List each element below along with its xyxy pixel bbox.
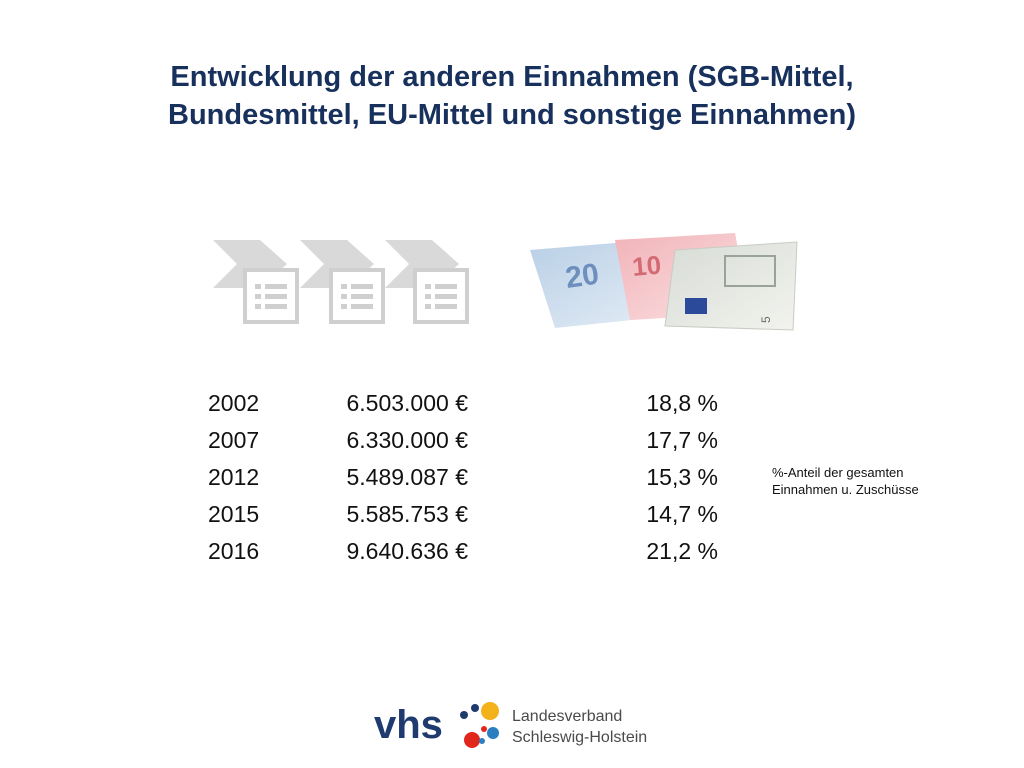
vhs-wordmark: vhs [374, 703, 443, 747]
year-cell: 2002 [208, 390, 260, 416]
percent-note: %-Anteil der gesamten Einnahmen u. Zusch… [772, 464, 919, 498]
process-documents-icon [213, 240, 469, 324]
table-row: 2016 9.640.636 € 21,2 % [0, 538, 1024, 574]
logo-line-1: Landesverband [512, 708, 623, 725]
title-line-1: Entwicklung der anderen Einnahmen (SGB-M… [170, 61, 854, 93]
document-list-icon [413, 268, 469, 324]
title-line-2: Bundesmittel, EU-Mittel und sonstige Ein… [168, 99, 856, 131]
logo-line-2: Schleswig-Holstein [512, 729, 648, 746]
table-row: 2015 5.585.753 € 14,7 % [0, 501, 1024, 537]
vhs-logo: vhs [374, 702, 499, 748]
table-row: 2002 6.503.000 € 18,8 % [0, 390, 1024, 426]
slide-title: Entwicklung der anderen Einnahmen (SGB-M… [0, 58, 1024, 134]
year-cell: 2016 [208, 538, 260, 564]
amount-cell: 6.503.000 € [346, 390, 468, 416]
logo-caption: Landesverband Schleswig-Holstein [512, 706, 647, 748]
document-list-icon [329, 268, 385, 324]
table-row: 2007 6.330.000 € 17,7 % [0, 427, 1024, 463]
note-line-2: Einnahmen u. Zuschüsse [772, 482, 919, 497]
year-cell: 2015 [208, 501, 260, 527]
year-cell: 2007 [208, 427, 260, 453]
vhs-dots-icon [460, 702, 499, 748]
banknote-5: 5 [664, 241, 798, 331]
table-row: 2012 5.489.087 € 15,3 % [0, 464, 1024, 500]
svg-text:10: 10 [631, 250, 662, 282]
amount-cell: 5.585.753 € [346, 501, 468, 527]
amount-cell: 5.489.087 € [346, 464, 468, 490]
percent-cell: 18,8 % [646, 390, 718, 416]
year-cell: 2012 [208, 464, 260, 490]
svg-text:20: 20 [563, 258, 601, 295]
document-list-icon [243, 268, 299, 324]
euro-banknotes-icon: 20 10 5 [530, 233, 798, 331]
note-line-1: %-Anteil der gesamten [772, 465, 904, 480]
amount-cell: 6.330.000 € [346, 427, 468, 453]
percent-cell: 15,3 % [646, 464, 718, 490]
svg-text:5: 5 [759, 316, 773, 323]
percent-cell: 21,2 % [646, 538, 718, 564]
amount-cell: 9.640.636 € [346, 538, 468, 564]
percent-cell: 14,7 % [646, 501, 718, 527]
percent-cell: 17,7 % [646, 427, 718, 453]
